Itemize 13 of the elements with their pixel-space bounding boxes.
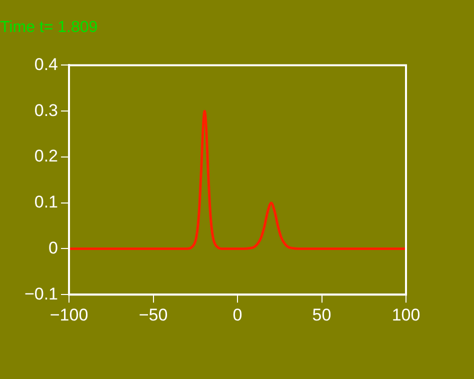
y-tick-label: 0.3 — [34, 100, 58, 120]
y-tick-label: −0.1 — [24, 284, 58, 304]
x-tick-label: 100 — [392, 305, 420, 324]
x-tick-label: −100 — [50, 305, 88, 324]
chart-title: Time t= 1.809 — [0, 19, 98, 36]
x-tick-label: 50 — [312, 305, 332, 324]
y-tick-label: 0 — [48, 238, 58, 258]
y-tick-label: 0.4 — [34, 54, 58, 74]
y-tick-label: 0.2 — [34, 146, 58, 166]
line-series — [69, 110, 406, 250]
y-tick-label: 0.1 — [34, 192, 58, 212]
x-tick-label: −50 — [138, 305, 168, 324]
x-tick-label: 0 — [232, 305, 242, 324]
